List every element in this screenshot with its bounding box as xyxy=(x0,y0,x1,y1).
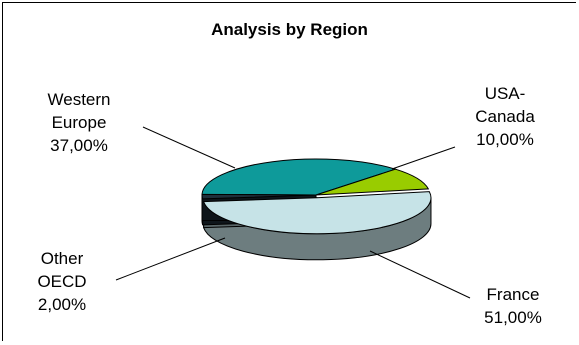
leader-line-other-oecd xyxy=(116,238,225,280)
label-france: France 51,00% xyxy=(463,283,563,329)
label-usa-canada-line2: Canada xyxy=(455,105,555,128)
label-france-line1: France xyxy=(463,283,563,306)
label-usa-canada-value: 10,00% xyxy=(455,128,555,151)
leader-line-western-europe xyxy=(143,127,235,168)
label-other-oecd-line1: Other xyxy=(12,247,112,270)
label-western-europe-value: 37,00% xyxy=(21,134,137,157)
label-usa-canada-line1: USA- xyxy=(455,82,555,105)
label-other-oecd-value: 2,00% xyxy=(12,293,112,316)
label-usa-canada: USA- Canada 10,00% xyxy=(455,82,555,151)
label-other-oecd: Other OECD 2,00% xyxy=(12,247,112,316)
label-france-value: 51,00% xyxy=(463,306,563,329)
label-western-europe: Western Europe 37,00% xyxy=(21,88,137,157)
label-other-oecd-line2: OECD xyxy=(12,270,112,293)
label-western-europe-line1: Western xyxy=(21,88,137,111)
label-western-europe-line2: Europe xyxy=(21,111,137,134)
leader-line-usa-canada xyxy=(392,147,455,169)
leader-line-france xyxy=(370,251,470,298)
